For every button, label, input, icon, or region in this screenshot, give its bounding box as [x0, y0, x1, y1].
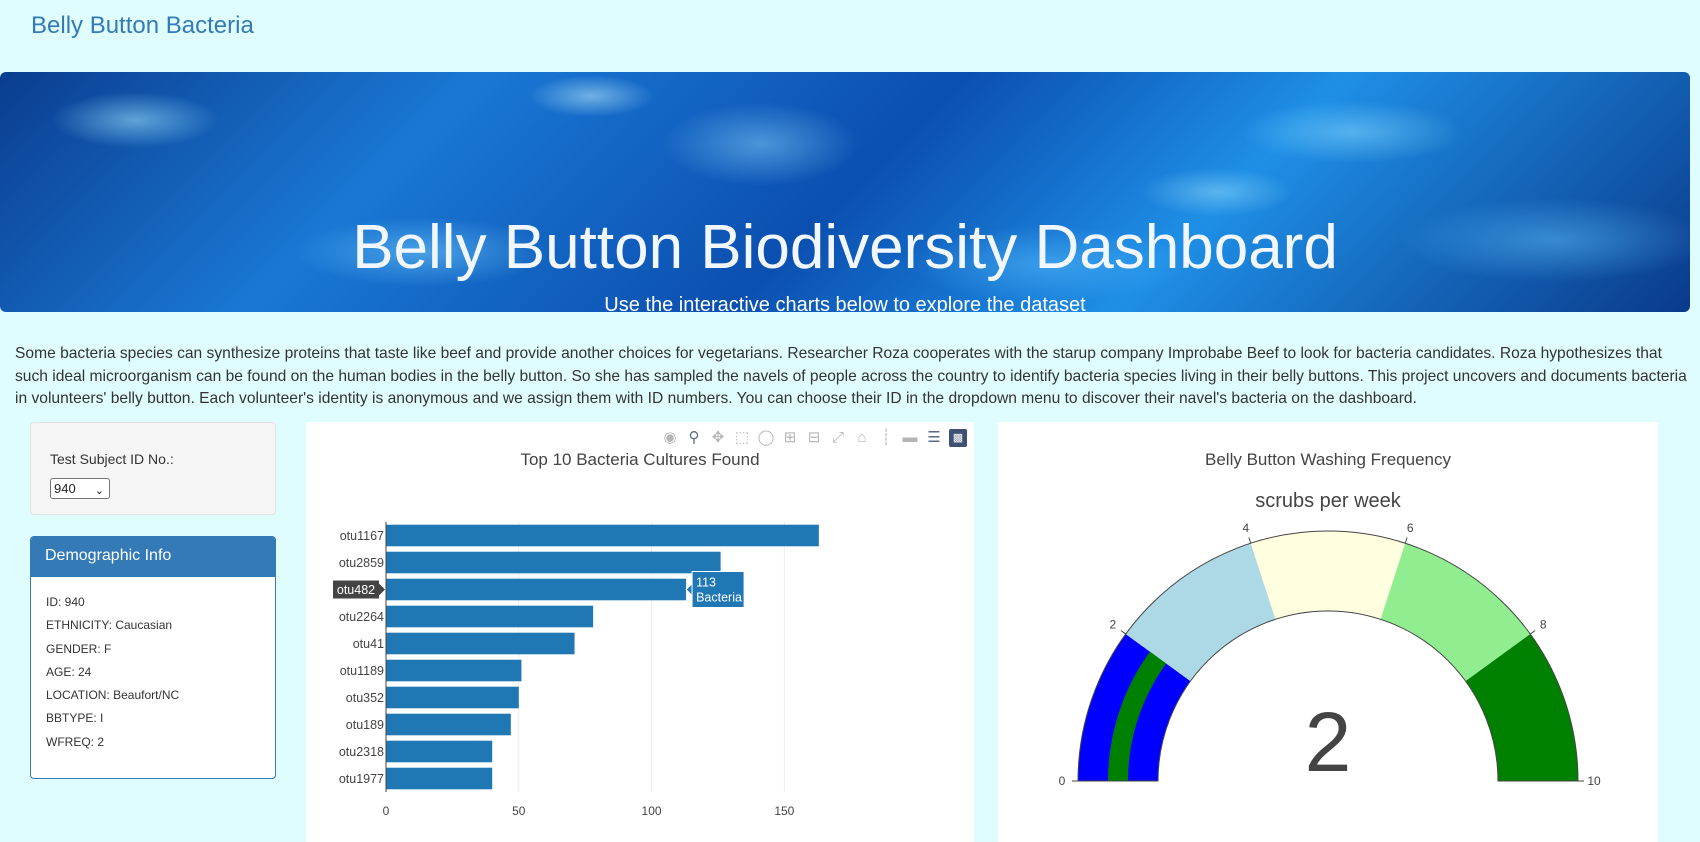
x-tick-label: 0 [383, 804, 390, 818]
bar-otu41 [386, 632, 575, 655]
gauge-tick [1529, 630, 1536, 635]
gauge-tick-label: 2 [1109, 618, 1116, 632]
gauge-tick [1248, 537, 1252, 544]
hero-banner: Belly Button Biodiversity Dashboard Use … [0, 72, 1690, 312]
zoom-out-icon[interactable]: ⊟ [807, 429, 821, 446]
gauge-tick-label: 0 [1059, 774, 1066, 788]
bar-chart[interactable]: Top 10 Bacteria Cultures Found 0 50 100 150 o… [306, 422, 974, 842]
page-subtitle: Use the interactive charts below to expl… [604, 294, 1086, 312]
demographic-row: AGE: 24 [46, 664, 92, 679]
bar-chart-card: ◉ ⚲ ✥ ⬚ ◯ ⊞ ⊟ ⤢ ⌂ ┊ ▬ ☰ ▩ Top 10 Bacteri… [306, 422, 974, 842]
autoscale-icon[interactable]: ⤢ [831, 429, 844, 446]
gauge-chart-subtitle: scrubs per week [1255, 490, 1402, 512]
demographic-row: WFREQ: 2 [46, 734, 105, 749]
demographic-row: ID: 940 [46, 595, 85, 609]
y-tick-label: otu2264 [339, 610, 384, 624]
subject-selector-well: Test Subject ID No.: 940 ⌄ [30, 422, 276, 515]
hover-tooltip-text: Bacteria [696, 591, 742, 605]
gauge-tick-label: 8 [1540, 618, 1547, 632]
page-title: Belly Button Biodiversity Dashboard [352, 213, 1338, 282]
y-tick-label: otu2318 [339, 745, 384, 759]
gauge-tick-label: 10 [1587, 774, 1601, 788]
bar-otu1167 [386, 524, 819, 547]
hover-axis-label-bg [333, 580, 379, 599]
gauge-value-number: 2 [1305, 695, 1352, 789]
chart-modebar: ◉ ⚲ ✥ ⬚ ◯ ⊞ ⊟ ⤢ ⌂ ┊ ▬ ☰ ▩ [658, 427, 970, 449]
gauge-value-bar [1108, 651, 1167, 781]
y-tick-label: otu482 [337, 583, 375, 597]
bar-otu189 [386, 713, 511, 736]
x-tick-label: 50 [512, 804, 526, 818]
bar-otu352 [386, 686, 519, 709]
camera-icon[interactable]: ◉ [663, 429, 677, 446]
demographic-row: GENDER: F [46, 641, 112, 656]
spike-lines-icon[interactable]: ┊ [881, 429, 891, 446]
bar-otu2318 [386, 740, 493, 763]
y-tick-label: otu1167 [340, 529, 384, 543]
y-tick-label: otu352 [346, 691, 384, 705]
gauge-chart-card: Belly Button Washing Frequency scrubs per… [998, 422, 1658, 842]
demographic-panel-heading: Demographic Info [31, 537, 275, 577]
y-tick-label: otu2859 [339, 556, 384, 570]
hover-tooltip-arrow [685, 582, 693, 597]
subject-id-value: 940 [54, 481, 76, 496]
bar-chart-title: Top 10 Bacteria Cultures Found [520, 450, 759, 469]
gauge-step-2 [1250, 531, 1406, 620]
hover-compare-icon[interactable]: ☰ [927, 429, 941, 446]
bar-otu2264 [386, 605, 594, 628]
demographic-row: BBTYPE: I [46, 711, 104, 726]
subject-id-label: Test Subject ID No.: [50, 451, 174, 467]
lasso-icon[interactable]: ◯ [757, 429, 775, 446]
hover-closest-icon[interactable]: ▬ [902, 429, 918, 446]
intro-paragraph: Some bacteria species can synthesize pro… [15, 345, 1687, 407]
gauge-tick-label: 4 [1242, 521, 1249, 535]
gauge-tick-label: 6 [1407, 521, 1414, 535]
hover-tooltip-value: 113 [696, 576, 716, 590]
x-tick-label: 100 [642, 804, 662, 818]
demographic-panel-body: ID: 940 ETHNICITY: Caucasian GENDER: F A… [31, 577, 275, 768]
navbar: Belly Button Bacteria [0, 0, 1700, 60]
y-tick-label: otu1977 [339, 772, 384, 786]
zoom-in-icon[interactable]: ⊞ [783, 429, 797, 446]
y-tick-label: otu41 [353, 637, 384, 651]
bar-otu2859 [386, 551, 721, 574]
home-icon[interactable]: ⌂ [857, 429, 867, 446]
gauge-chart-title: Belly Button Washing Frequency [1205, 450, 1451, 469]
chevron-down-icon: ⌄ [94, 485, 104, 497]
demographic-row: ETHNICITY: Caucasian [46, 618, 173, 633]
gauge-tick [1120, 630, 1127, 635]
bar-otu1977 [386, 767, 493, 790]
y-tick-label: otu189 [346, 718, 384, 732]
pan-icon[interactable]: ✥ [711, 429, 725, 446]
gauge-outline [1077, 530, 1579, 782]
gauge-step-3 [1380, 543, 1531, 682]
gauge-tick [1404, 537, 1408, 544]
box-select-icon[interactable]: ⬚ [734, 429, 750, 446]
gauge-step-4 [1465, 634, 1578, 781]
demographic-row: LOCATION: Beaufort/NC [46, 688, 180, 703]
demographic-panel: Demographic Info ID: 940 ETHNICITY: Cauc… [30, 536, 276, 779]
zoom-icon[interactable]: ⚲ [688, 429, 700, 446]
x-tick-label: 150 [774, 804, 794, 818]
plotly-logo-icon[interactable]: ▩ [949, 429, 967, 447]
navbar-brand[interactable]: Belly Button Bacteria [31, 12, 254, 39]
gauge-chart[interactable]: Belly Button Washing Frequency scrubs per… [998, 422, 1658, 842]
bar-otu482 [386, 578, 687, 601]
gauge-step-1 [1125, 543, 1276, 682]
subject-id-dropdown[interactable]: 940 ⌄ [50, 478, 110, 499]
hover-axis-label-arrow [379, 583, 385, 596]
hover-tooltip-box [691, 571, 745, 608]
y-tick-label: otu1189 [340, 664, 384, 678]
bar-otu1189 [386, 659, 522, 682]
